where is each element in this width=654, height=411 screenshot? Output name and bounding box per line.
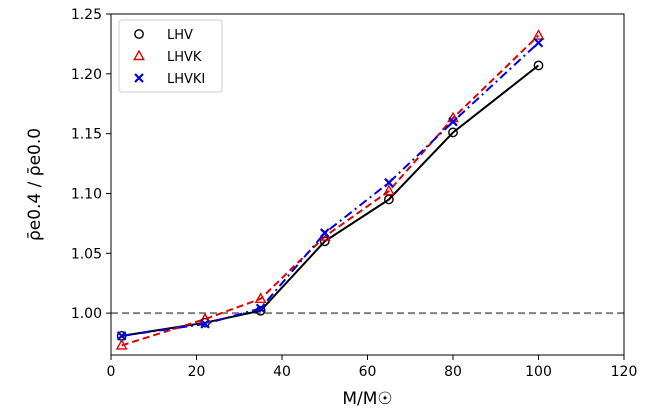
legend-marker-lhvk [133,49,145,61]
data-point-lhvki-1 [200,319,210,329]
legend-label-lhvki: LHVKI [167,72,205,87]
data-point-lhvki-0 [116,331,127,341]
data-point-lhvki-4 [384,177,394,188]
x-tick-label: 60 [359,364,377,380]
legend: LHV LHVK LHVKI [118,19,223,93]
data-point-lhvk-4 [382,184,395,196]
y-tick-label: 1.20 [71,67,102,83]
axes-layer: 0 20 40 60 80 100 120 1.00 1.05 1.10 1.15 1.20 1.25 M… [25,7,637,409]
data-point-lhvk-0 [115,338,128,350]
data-point-lhvk-2 [254,292,267,303]
y-tick-label: 1.15 [71,127,102,143]
series-line-lhv [121,64,540,337]
data-point-lhvki-3 [319,228,330,238]
data-point-lhvki-5 [448,116,458,127]
series-line-lhvk [121,34,540,347]
data-point-lhvki-6 [533,37,544,48]
legend-label-lhv: LHV [167,28,193,43]
data-point-lhv-6 [533,60,544,71]
x-axis-label: M/M☉ [342,389,392,409]
x-tick-label: 40 [273,364,291,380]
x-tick-label: 100 [525,364,552,380]
x-tick-label: 120 [611,364,638,380]
y-tick-label: 1.05 [71,246,102,262]
y-axis-label: ρ̄e0.4 / ρ̄e0.0 [25,128,45,241]
data-point-lhv-5 [448,127,458,138]
plot-layer [111,29,624,350]
data-point-lhvki-2 [255,303,266,314]
y-tick-label: 1.25 [71,7,102,23]
legend-box [118,19,223,93]
data-point-lhv-2 [255,305,266,316]
x-tick-label: 0 [107,364,116,380]
legend-label-lhvk: LHVK [167,50,202,65]
data-point-lhvk-6 [532,29,545,40]
y-tick-label: 1.10 [71,186,102,202]
legend-marker-lhv [134,29,144,39]
y-tick-label: 1.00 [71,306,102,322]
x-tick-label: 20 [188,364,206,380]
x-tick-label: 80 [444,364,462,380]
legend-marker-lhvki [134,73,144,83]
